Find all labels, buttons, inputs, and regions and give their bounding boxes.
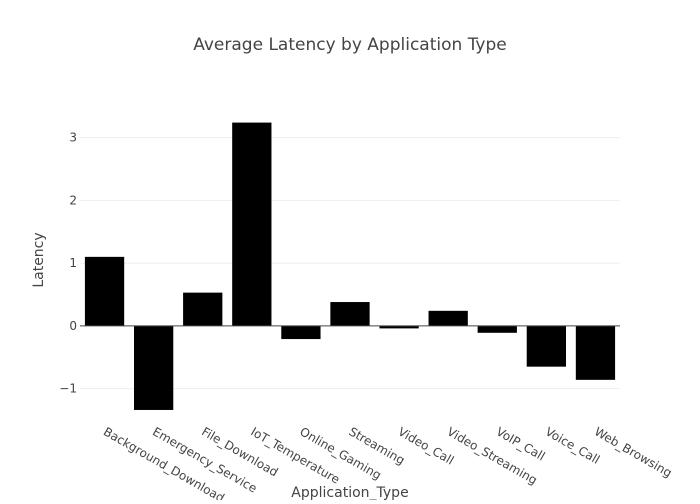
bar xyxy=(428,310,468,326)
bar xyxy=(183,292,223,326)
y-tick-labels: −1 0 1 2 3 xyxy=(59,131,77,396)
bar xyxy=(477,325,517,333)
y-tick-label: 0 xyxy=(69,319,77,333)
y-axis-title: Latency xyxy=(31,232,47,287)
x-tick-label: Voice_Call xyxy=(543,424,602,466)
x-tick-label: IoT_Temperature xyxy=(248,424,342,486)
bar xyxy=(281,325,321,340)
bar xyxy=(134,325,174,410)
x-tick-label: Video_Streaming xyxy=(445,424,540,487)
bar xyxy=(84,256,125,326)
gridlines xyxy=(80,137,620,390)
x-axis-title: Application_Type xyxy=(291,485,408,500)
chart-title: Average Latency by Application Type xyxy=(193,35,507,55)
bars xyxy=(84,122,616,410)
y-tick-label: 3 xyxy=(69,131,77,145)
bar xyxy=(330,302,370,326)
y-tick-label: 1 xyxy=(69,256,77,270)
bar xyxy=(526,325,566,367)
bar xyxy=(575,325,616,380)
y-tick-label: 2 xyxy=(69,193,77,207)
bar xyxy=(232,122,272,326)
y-tick-label: −1 xyxy=(59,382,77,396)
x-tick-label: Web_Browsing xyxy=(592,424,674,480)
bar xyxy=(379,325,419,329)
